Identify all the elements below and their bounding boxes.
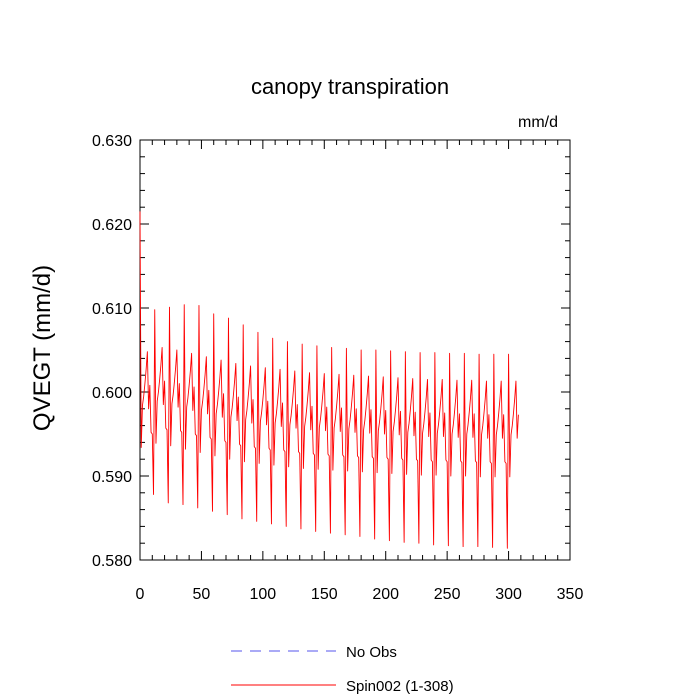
x-tick-label: 50 bbox=[193, 586, 211, 603]
legend-label-spin002: Spin002 (1-308) bbox=[346, 678, 454, 695]
y-tick-label: 0.590 bbox=[92, 469, 132, 486]
x-tick-label: 200 bbox=[372, 586, 399, 603]
x-tick-label: 350 bbox=[557, 586, 584, 603]
x-tick-label: 250 bbox=[434, 586, 461, 603]
legend: No Obs Spin002 (1-308) bbox=[231, 644, 454, 695]
x-tick-label: 150 bbox=[311, 586, 338, 603]
y-tick-label: 0.580 bbox=[92, 553, 132, 570]
x-tick-label: 100 bbox=[250, 586, 277, 603]
x-tick-label: 300 bbox=[495, 586, 522, 603]
units-label: mm/d bbox=[518, 114, 558, 131]
plot-frame bbox=[139, 139, 571, 561]
x-axis-ticks: 0 50 100 150 200 250 300 350 bbox=[136, 140, 584, 603]
series-line-spin002 bbox=[139, 211, 519, 549]
x-tick-label: 0 bbox=[136, 586, 145, 603]
y-tick-label: 0.630 bbox=[92, 133, 132, 150]
y-tick-label: 0.620 bbox=[92, 217, 132, 234]
minor-ticks bbox=[140, 140, 570, 560]
y-tick-label: 0.600 bbox=[92, 385, 132, 402]
y-tick-label: 0.610 bbox=[92, 301, 132, 318]
chart-title: canopy transpiration bbox=[251, 74, 449, 99]
y-axis-label: QVEGT (mm/d) bbox=[29, 265, 56, 431]
y-axis-ticks: 0.580 0.590 0.600 0.610 0.620 0.630 bbox=[92, 133, 570, 570]
legend-label-no-obs: No Obs bbox=[346, 644, 397, 661]
